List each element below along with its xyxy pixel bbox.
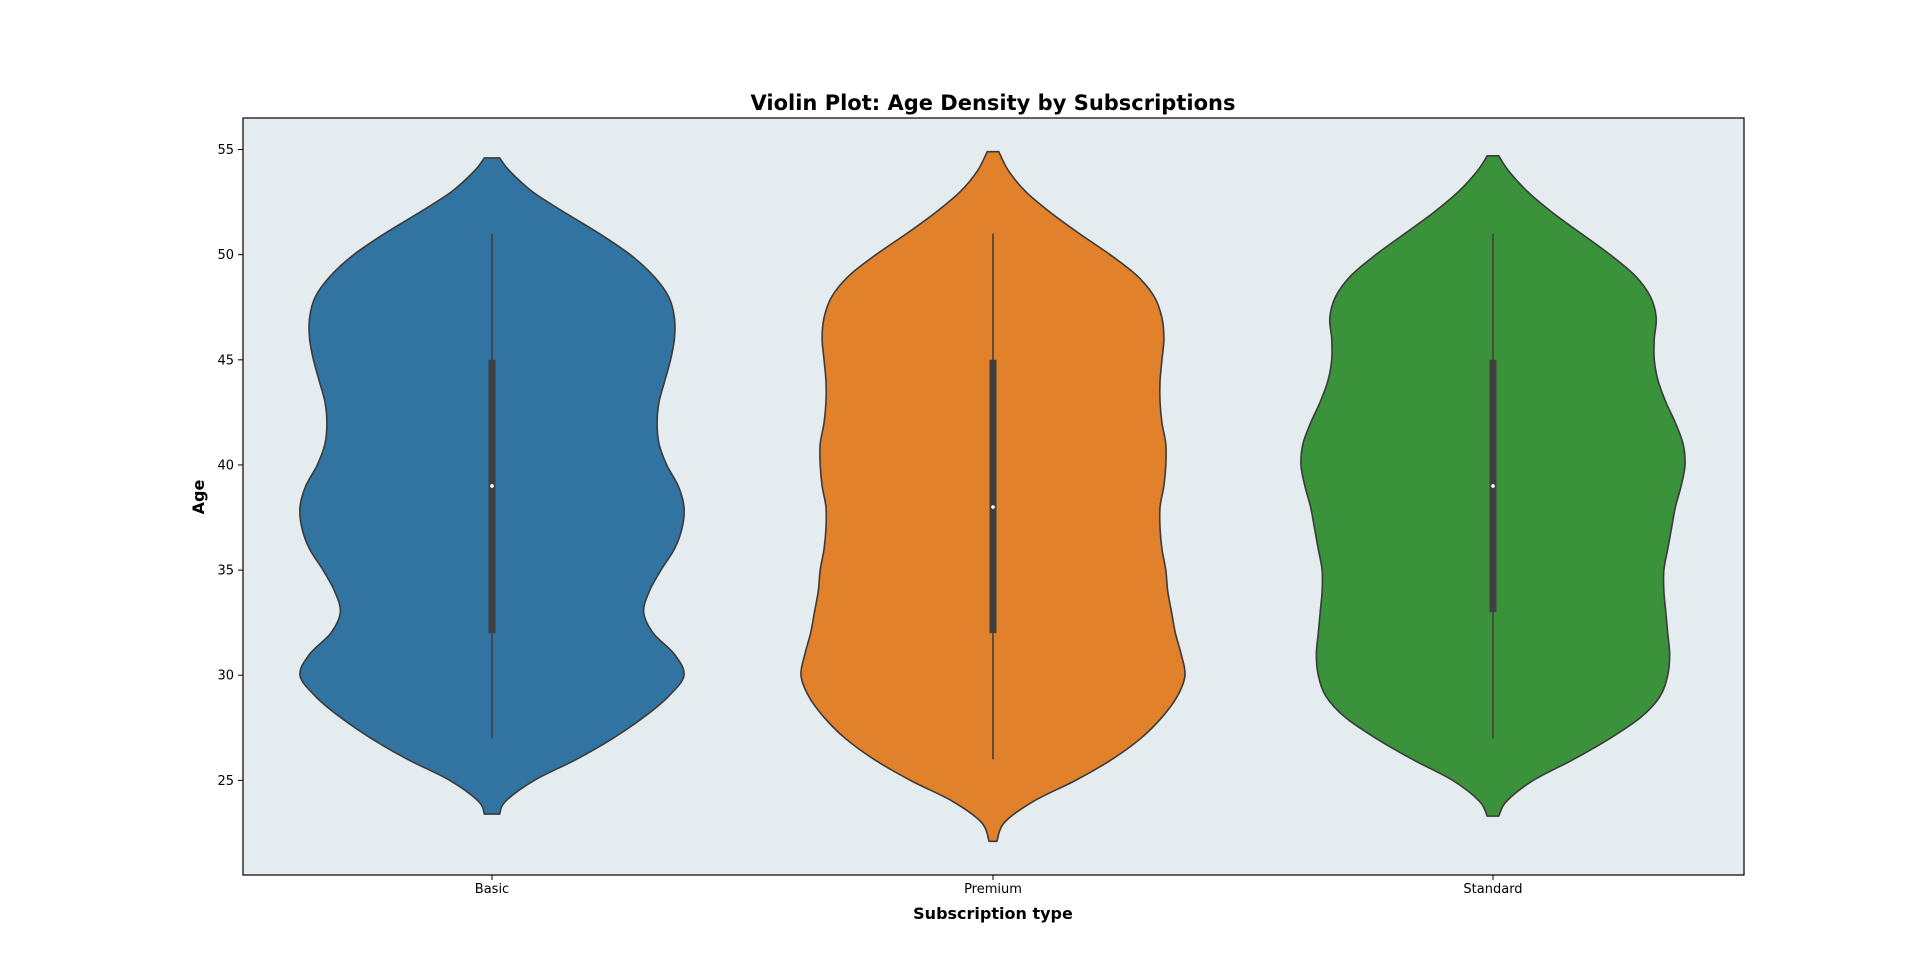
x-tick-label-basic: Basic xyxy=(475,882,509,897)
median-marker-premium xyxy=(991,505,995,509)
y-tick-label: 25 xyxy=(217,774,234,789)
y-tick-label: 50 xyxy=(217,248,234,263)
y-tick-label: 35 xyxy=(217,564,234,579)
y-tick-label: 40 xyxy=(217,458,234,473)
y-axis-label: Age xyxy=(189,480,208,515)
y-tick-label: 30 xyxy=(217,669,234,684)
y-tick-label: 45 xyxy=(217,353,234,368)
iqr-box-premium xyxy=(989,359,997,634)
x-axis: Basic Premium Standard xyxy=(475,875,1523,897)
chart-title: Violin Plot: Age Density by Subscription… xyxy=(751,91,1236,115)
iqr-box-basic xyxy=(488,359,496,634)
x-axis-label: Subscription type xyxy=(913,904,1073,923)
inner-box-layer xyxy=(488,233,1497,760)
x-tick-label-premium: Premium xyxy=(964,882,1022,897)
y-axis: 25 30 35 40 45 50 55 xyxy=(217,143,243,789)
median-marker-basic xyxy=(490,484,494,488)
median-marker-standard xyxy=(1491,484,1495,488)
y-tick-label: 55 xyxy=(217,143,234,158)
x-tick-label-standard: Standard xyxy=(1463,882,1522,897)
